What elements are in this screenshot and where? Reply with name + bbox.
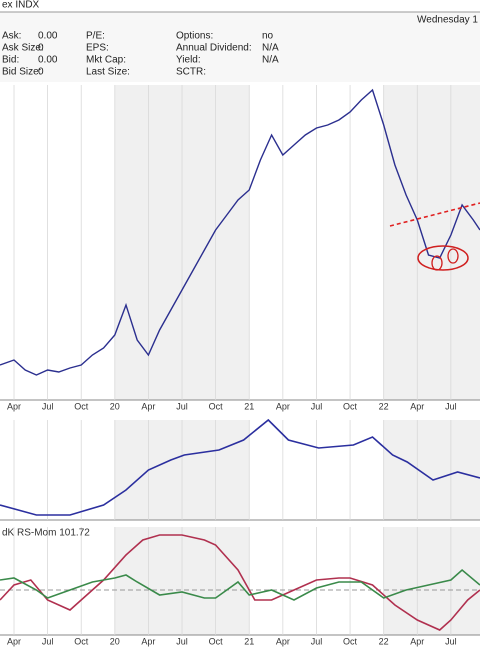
x-tick-label: Jul <box>176 401 188 411</box>
header-field: 0 <box>38 67 44 78</box>
x-tick-label: 20 <box>110 401 120 411</box>
x-tick-label: 21 <box>244 636 254 646</box>
x-tick-label: Jul <box>42 636 54 646</box>
plots: Apr Jul Oct 20 Apr Jul Oct 21 Apr Jul Oct 22 Apr Jul A… <box>0 88 480 646</box>
x-tick-label: 21 <box>244 401 254 411</box>
header-field: Ask: <box>2 31 21 42</box>
year-band <box>383 527 480 635</box>
x-tick-label: Jul <box>445 636 457 646</box>
x-tick-label: 20 <box>110 636 120 646</box>
x-tick-label: Oct <box>74 401 89 411</box>
x-tick-label: Apr <box>7 401 21 411</box>
x-tick-label: Oct <box>209 636 224 646</box>
series-line <box>0 534 480 631</box>
x-tick-label: Apr <box>410 636 424 646</box>
circle-annotation <box>447 248 459 264</box>
year-band <box>383 420 480 520</box>
x-tick-label: Oct <box>343 636 358 646</box>
header-field: 0 <box>38 43 44 54</box>
header-field: Last Size: <box>86 67 130 78</box>
header-panel <box>0 12 480 82</box>
series-line <box>0 568 480 601</box>
x-tick-label: Oct <box>343 401 358 411</box>
x-tick-label: Apr <box>141 401 155 411</box>
header-field: Mkt Cap: <box>86 55 126 66</box>
legend: dK RS-Mom 101.72 <box>2 528 90 539</box>
header-field: Bid: <box>2 55 19 66</box>
circle-annotation <box>417 245 469 271</box>
x-tick-label: 22 <box>379 401 389 411</box>
header-field: N/A <box>262 43 279 54</box>
trend-annotation <box>389 202 480 227</box>
x-tick-label: Oct <box>74 636 89 646</box>
year-bands <box>0 85 480 636</box>
x-tick-label: 22 <box>379 636 389 646</box>
header-field: P/E: <box>86 31 105 42</box>
x-tick-label: Apr <box>276 636 290 646</box>
year-band <box>383 85 480 400</box>
header-field: 0.00 <box>38 55 58 66</box>
x-tick-label: Apr <box>276 401 290 411</box>
x-tick-label: Jul <box>42 401 54 411</box>
header-field: SCTR: <box>176 67 206 78</box>
circle-annotation <box>431 255 443 271</box>
date: Wednesday 1 <box>417 15 478 26</box>
header-field: Options: <box>176 31 213 42</box>
series-line <box>0 418 480 516</box>
x-tick-label: Jul <box>311 401 323 411</box>
x-tick-label: Jul <box>176 636 188 646</box>
header-field: no <box>262 31 274 42</box>
header-field: Yield: <box>176 55 201 66</box>
x-tick-label: Jul <box>311 636 323 646</box>
x-tick-label: Apr <box>410 401 424 411</box>
series-line <box>0 88 480 376</box>
header-field: EPS: <box>86 43 109 54</box>
header-field: 0.00 <box>38 31 58 42</box>
header-field: Ask Size: <box>2 43 44 54</box>
x-tick-label: Jul <box>445 401 457 411</box>
header-field: Annual Dividend: <box>176 43 252 54</box>
x-tick-label: Apr <box>141 636 155 646</box>
symbol: ex INDX <box>2 0 40 11</box>
x-tick-label: Apr <box>7 636 21 646</box>
header-field: N/A <box>262 55 279 66</box>
x-tick-label: Oct <box>209 401 224 411</box>
header-field: Bid Size: <box>2 67 41 78</box>
